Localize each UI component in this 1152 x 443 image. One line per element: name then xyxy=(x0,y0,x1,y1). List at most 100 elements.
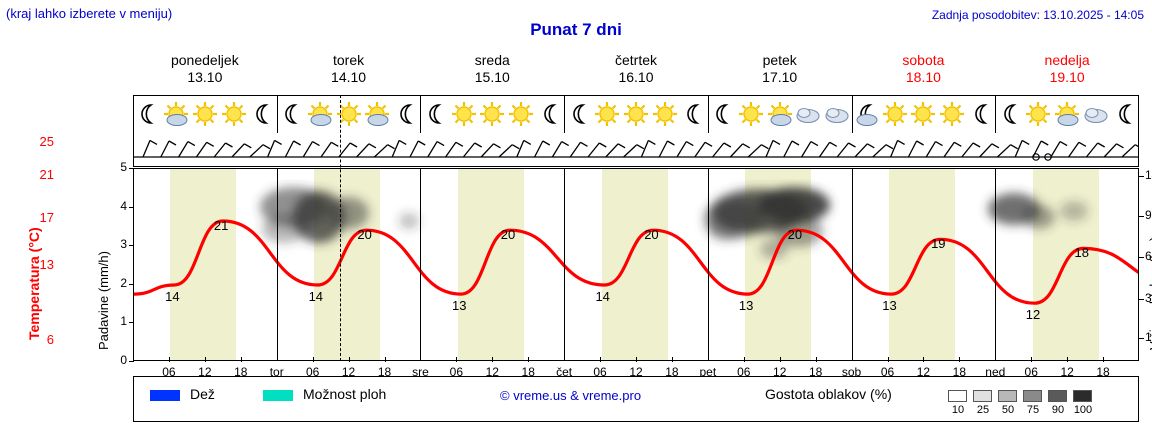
left-tick-2: 2 xyxy=(120,275,127,290)
x-tick-mark xyxy=(923,357,925,362)
weather-icon-sun xyxy=(738,101,764,127)
x-tick: 12 xyxy=(773,365,787,379)
cloud-density-swatch-100 xyxy=(1073,390,1092,402)
temp-label-max: 18 xyxy=(1074,245,1089,261)
x-tick-mark xyxy=(384,357,386,362)
icon-separator-3 xyxy=(564,95,566,133)
x-tick-mark xyxy=(779,357,781,362)
day-name: torek xyxy=(332,52,365,68)
weather-icon-sun xyxy=(192,101,218,127)
rain-label: Dež xyxy=(190,386,215,402)
weather-icon-sun xyxy=(939,101,965,127)
x-tick-mark xyxy=(636,357,637,362)
x-tick: 18 xyxy=(234,365,248,379)
legend-box xyxy=(133,376,1139,422)
daylight-band-2 xyxy=(457,169,524,360)
left-tick-0: 0 xyxy=(120,353,127,367)
x-tick-day: pet xyxy=(699,365,717,379)
icon-separator-4 xyxy=(707,95,709,133)
right-tick-mark xyxy=(1139,256,1144,258)
x-tick-mark xyxy=(1103,357,1105,362)
weather-icon-moon xyxy=(997,101,1023,127)
icon-separator-1 xyxy=(276,95,278,133)
day-header-3: četrtek 16.10 xyxy=(564,52,708,86)
weather-icon-moon xyxy=(134,101,160,127)
x-tick: 18 xyxy=(377,365,392,379)
x-tick: 06 xyxy=(593,365,607,379)
day-date: 14.10 xyxy=(331,69,367,85)
right-tick-mark xyxy=(1139,299,1144,301)
cloud-density-label: Gostota oblakov (%) xyxy=(765,386,892,402)
right-tick-3.5: 3.5 xyxy=(1145,291,1152,306)
icon-separator-6 xyxy=(995,95,997,133)
left-tick-3: 3 xyxy=(120,237,127,252)
daylight-band-3 xyxy=(601,169,668,360)
day-date: 19.10 xyxy=(1049,69,1085,85)
day-name: petek xyxy=(762,52,797,68)
x-tick: 12 xyxy=(198,365,212,379)
x-tick-mark xyxy=(240,357,242,362)
x-tick-mark xyxy=(815,357,817,362)
x-tick: 12 xyxy=(629,365,643,379)
weather-icon-sun xyxy=(336,101,362,127)
x-tick: 06 xyxy=(880,365,895,379)
x-tick-day: sob xyxy=(841,365,862,379)
temp-label-max: 20 xyxy=(357,227,372,243)
temp-tick-17: 17 xyxy=(39,210,54,225)
weather-icon-sun-cloud xyxy=(1054,101,1080,127)
x-tick: 06 xyxy=(1024,365,1038,379)
day-boundary xyxy=(276,169,278,360)
weather-icon-moon xyxy=(709,101,735,127)
right-tick-mark xyxy=(1139,337,1144,339)
day-name: ponedeljek xyxy=(170,52,239,68)
left-tick-mark xyxy=(129,206,134,208)
wind-barbs xyxy=(133,139,1139,161)
left-tick-mark xyxy=(129,322,134,324)
icon-separator-5 xyxy=(851,95,853,133)
x-tick-day: sre xyxy=(412,365,429,379)
x-tick-mark xyxy=(348,357,350,362)
weather-icon-cloud xyxy=(1083,101,1109,127)
x-tick-mark xyxy=(456,357,458,362)
x-tick: 12 xyxy=(485,365,499,379)
x-tick-mark xyxy=(492,357,494,362)
copyright-link[interactable]: © vreme.us & vreme.pro xyxy=(500,388,642,403)
weather-icon-sun xyxy=(594,101,620,127)
x-tick-day: čet xyxy=(556,365,573,379)
x-tick-mark xyxy=(959,357,961,362)
temp-tick-13: 13 xyxy=(39,257,54,272)
day-header-4: petek 17.10 xyxy=(708,52,852,86)
showers-label: Možnost ploh xyxy=(303,386,387,402)
x-tick: 18 xyxy=(808,365,823,379)
icon-separator-2 xyxy=(420,95,422,133)
weather-icon-moon-cloud xyxy=(853,101,879,127)
x-tick-mark xyxy=(312,357,314,362)
weather-icon-sun xyxy=(1025,101,1051,127)
day-header-0: ponedeljek 13.10 xyxy=(133,52,277,86)
right-tick-mark xyxy=(1139,216,1144,218)
cloud-density-swatch-10 xyxy=(948,390,967,402)
weather-icon-sun xyxy=(623,101,649,127)
temp-label-min: 14 xyxy=(165,288,180,304)
day-name: četrtek xyxy=(614,52,657,68)
right-axis-label: Višina oblakov (km) xyxy=(1147,236,1152,350)
last-updated: Zadnja posodobitev: 13.10.2025 - 14:05 xyxy=(931,8,1144,22)
day-header-1: torek 14.10 xyxy=(277,52,421,86)
left-tick-mark xyxy=(129,245,134,247)
left-tick-mark xyxy=(129,361,134,362)
x-tick: 06 xyxy=(737,365,751,379)
x-tick: 06 xyxy=(449,365,464,379)
right-tick-14: 14 xyxy=(1145,167,1152,182)
cloud-density-swatch-90 xyxy=(1048,390,1067,402)
x-tick-mark xyxy=(204,357,206,362)
daylight-band-5 xyxy=(888,169,956,360)
cloud-density-swatch-25 xyxy=(973,390,992,402)
cloud-density-tick-90: 90 xyxy=(1051,404,1065,416)
weather-icon-sun-cloud xyxy=(364,101,390,127)
day-date: 17.10 xyxy=(762,69,798,85)
cloud-density-tick-100: 100 xyxy=(1073,404,1093,416)
day-boundary xyxy=(851,169,853,360)
temperature-curve xyxy=(134,219,1138,305)
day-name: sreda xyxy=(474,52,510,68)
x-tick: 18 xyxy=(665,365,679,379)
